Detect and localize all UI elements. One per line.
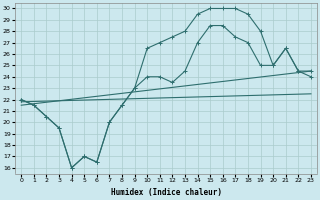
X-axis label: Humidex (Indice chaleur): Humidex (Indice chaleur) — [111, 188, 221, 197]
